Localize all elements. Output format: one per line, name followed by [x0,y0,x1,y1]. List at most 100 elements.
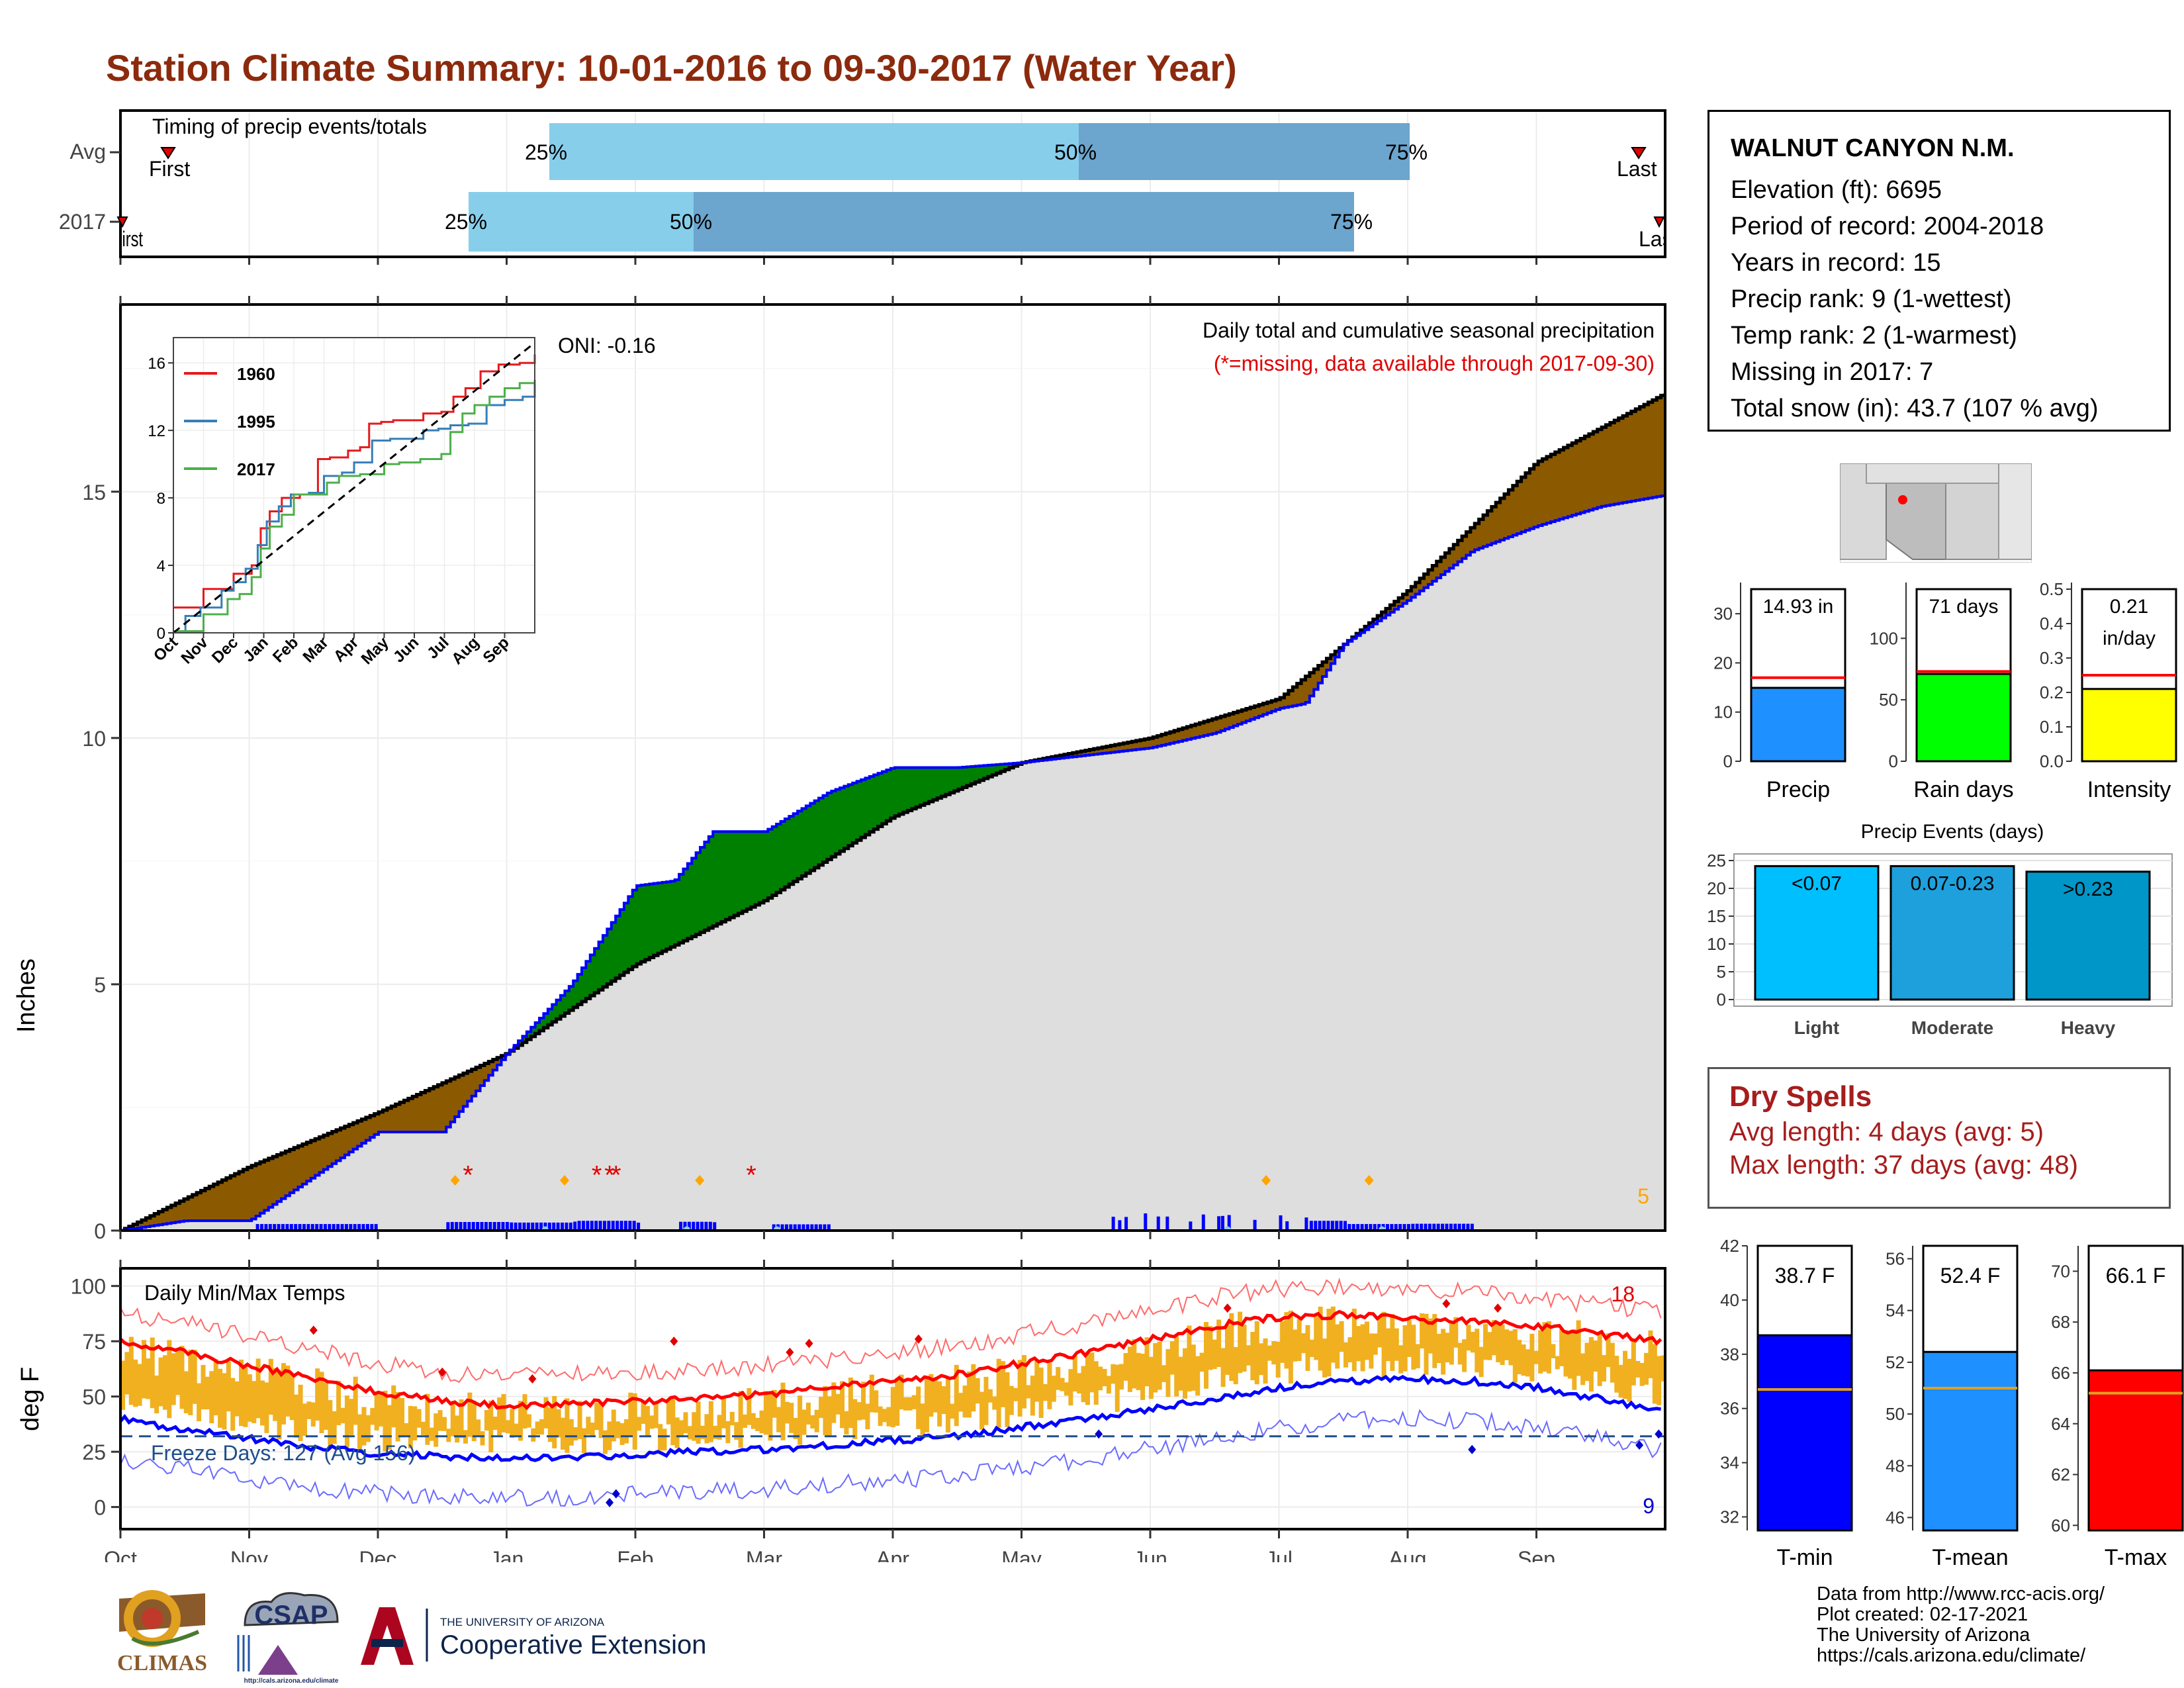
daily-temp-bar [1436,1333,1441,1364]
temp-sum-label: T-mean [1932,1545,2008,1570]
daily-temp-bar [670,1399,676,1446]
precip-events-bar [1889,865,2015,1001]
daily-precip-bar [332,1224,336,1231]
month-label: Mar [746,1547,782,1562]
mini-bar-tick: 0 [1723,751,1733,771]
daily-precip-bar [704,1221,708,1231]
daily-temp-bar [226,1361,231,1412]
daily-temp-bar [1089,1352,1095,1393]
daily-temp-bar [535,1421,540,1435]
inset-legend-1960: 1960 [237,364,275,384]
daily-temp-bar [1563,1330,1569,1377]
daily-temp-bar [856,1402,862,1421]
daily-temp-bar [1119,1364,1124,1390]
daily-temp-bar [1195,1356,1201,1396]
daily-precip-bar [1253,1219,1257,1231]
daily-precip-bar [586,1221,590,1231]
daily-temp-bar [1288,1310,1293,1384]
daily-precip-bar [1335,1221,1339,1231]
cold-day-marker [1655,1429,1663,1439]
missing-marker: * [611,1160,621,1190]
mini-bar-value [1915,673,2012,763]
daily-precip-bar [1420,1223,1424,1231]
cold-day-marker [1635,1440,1644,1450]
daily-precip-bar [1411,1223,1415,1231]
record-min-line [120,1409,1662,1507]
map-region-north [1866,463,1999,484]
daily-temp-bar [264,1382,269,1433]
daily-temp-bar [310,1402,316,1427]
daily-temp-bar [230,1378,236,1431]
climas-text: CLIMAS [117,1651,207,1675]
daily-temp-bar [776,1407,782,1432]
inset-ytick-label: 16 [148,355,165,373]
mini-bar-tick: 0.0 [2040,751,2064,771]
daily-temp-bar [1593,1340,1598,1372]
daily-temp-bar [247,1374,252,1422]
daily-temp-bar [1178,1356,1183,1391]
daily-temp-bar [1030,1376,1035,1416]
daily-temp-bar [484,1410,489,1431]
temp-sum-tick: 34 [1720,1453,1739,1473]
daily-temp-bar [920,1403,925,1435]
daily-temp-bar [1064,1382,1069,1396]
mini-bar-tick: 0 [1889,751,1898,771]
daily-temp-bar [1475,1329,1480,1373]
daily-temp-bar [1512,1329,1518,1383]
daily-precip-bar [1227,1215,1231,1231]
daily-temp-bar [201,1364,206,1410]
oni-label: ONI: -0.16 [558,334,656,357]
daily-precip-bar [336,1224,340,1231]
inset-avg-line [173,342,535,634]
daily-temp-bar [1479,1346,1484,1378]
daily-temp-bar [937,1381,942,1427]
daily-temp-bar [929,1374,934,1417]
daily-temp-bar [383,1390,388,1452]
cold-day-marker [612,1489,620,1499]
precip-events-bar [2025,870,2151,1001]
daily-temp-bar [1254,1321,1259,1385]
daily-precip-bar [446,1222,450,1231]
daily-precip-bar [700,1221,704,1231]
inset-line-1995 [173,381,536,632]
daily-temp-bar [645,1405,650,1436]
daily-temp-bar [374,1391,379,1430]
observed-cumulative-line [120,494,1665,1231]
daily-temp-bar [1521,1344,1526,1376]
daily-temp-bar [171,1353,176,1405]
daily-precip-bar [357,1224,361,1231]
daily-precip-bar [1424,1223,1428,1231]
daily-precip-bar [344,1224,348,1231]
temp-sum-tick: 42 [1720,1236,1739,1256]
main-note: (*=missing, data available through 2017-… [1214,352,1655,375]
daily-temp-bar [1398,1345,1404,1374]
daily-precip-bar [281,1224,285,1231]
daily-temp-bar [1390,1314,1395,1371]
daily-temp-bar [319,1372,324,1434]
daily-temp-bar [404,1423,409,1436]
daily-temp-bar [713,1425,718,1439]
daily-precip-bar [1318,1221,1322,1231]
mini-bar-tick: 0.5 [2040,579,2064,599]
daily-temp-bar [128,1336,134,1405]
daily-precip-bar [1343,1221,1347,1231]
daily-temp-bar [1496,1323,1501,1362]
month-label: May [1001,1547,1041,1562]
daily-temp-bar [433,1413,439,1447]
main-ytick-label: 0 [94,1219,106,1243]
daily-temp-bar [277,1370,282,1440]
daily-temp-bar [497,1397,502,1436]
avg-min-line [120,1374,1661,1462]
daily-temp-bar [539,1419,545,1435]
temp-ytick-label: 25 [82,1440,106,1464]
daily-temp-bar [556,1409,561,1438]
precip-events-tick: 15 [1707,906,1726,926]
daily-temp-bar [1420,1313,1425,1349]
daily-temp-bar [344,1395,349,1448]
daily-precip-bar [273,1224,277,1231]
daily-precip-bar [1415,1223,1419,1231]
daily-precip-bar [1144,1213,1148,1231]
daily-temp-bar [255,1358,261,1419]
daily-temp-bar [1504,1329,1510,1360]
daily-temp-bar [852,1399,858,1440]
